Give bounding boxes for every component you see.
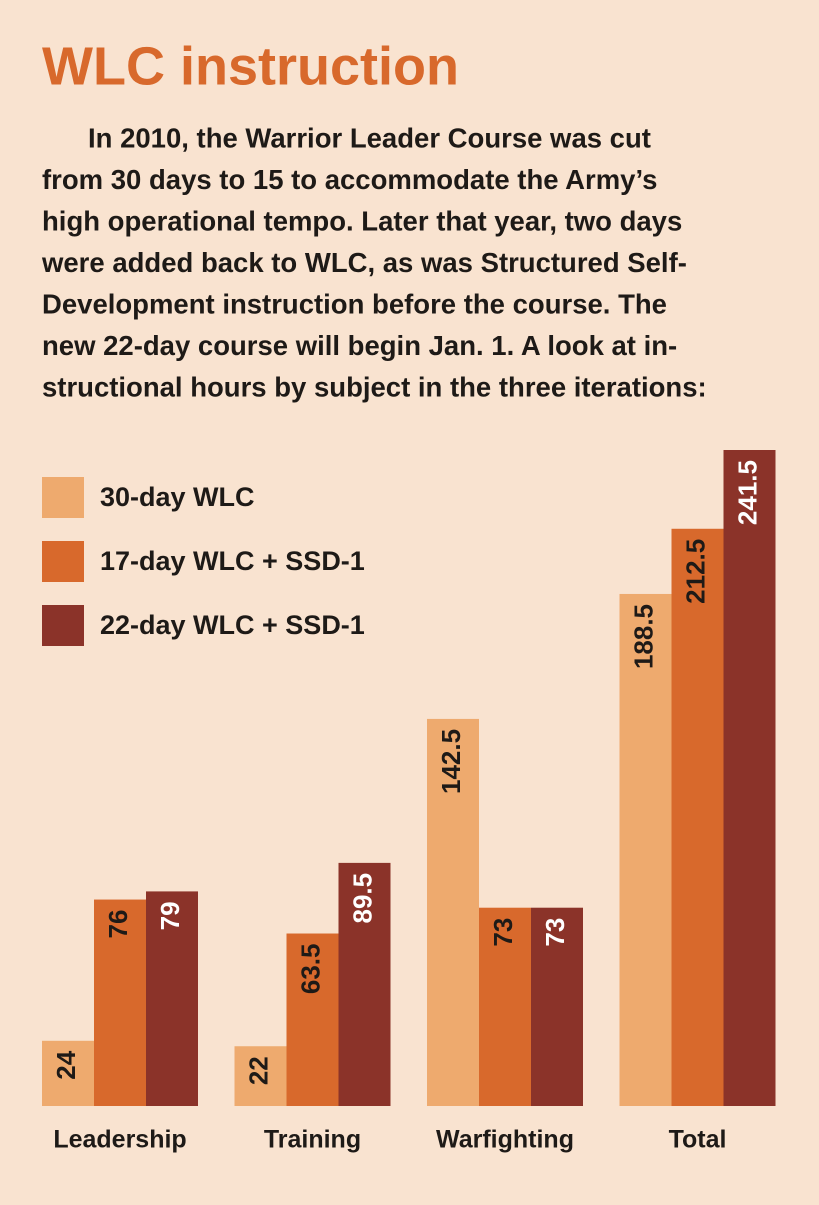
- bar: [531, 907, 583, 1106]
- value-label: 142.5: [436, 729, 466, 794]
- bar: [286, 933, 339, 1106]
- subtitle: In 2010, the Warrior Leader Course was c…: [41, 122, 707, 402]
- subtitle-line: new 22-day course will begin Jan. 1. A l…: [42, 330, 677, 361]
- legend-swatch: [42, 477, 84, 518]
- bar: [234, 1046, 287, 1106]
- legend-swatch: [42, 605, 84, 646]
- chart-title: WLC instruction: [42, 36, 459, 96]
- legend-swatch: [42, 541, 84, 582]
- plot-area: Leadership 24 76 79 Training 22 63.5 89.5 Warfig…: [42, 450, 776, 1154]
- x-tick-label: Warfighting: [436, 1126, 574, 1154]
- subtitle-line: were added back to WLC, as was Structure…: [41, 247, 687, 278]
- bar: [338, 862, 391, 1106]
- x-tick-label: Training: [264, 1126, 361, 1154]
- legend-label: 22-day WLC + SSD-1: [100, 610, 365, 640]
- value-label: 241.5: [732, 460, 762, 525]
- legend-label: 30-day WLC: [100, 482, 255, 512]
- value-label: 212.5: [680, 539, 710, 604]
- value-label: 24: [51, 1050, 81, 1079]
- subtitle-line: high operational tempo. Later that year,…: [42, 205, 682, 236]
- bar: [723, 450, 776, 1106]
- x-tick-label: Leadership: [53, 1126, 186, 1154]
- x-tick-label: Total: [669, 1126, 727, 1154]
- value-label: 63.5: [295, 944, 325, 995]
- value-label: 73: [540, 918, 570, 947]
- subtitle-line: structional hours by subject in the thre…: [42, 371, 707, 402]
- bar: [146, 891, 198, 1106]
- bar: [427, 718, 479, 1106]
- subtitle-line: In 2010, the Warrior Leader Course was c…: [88, 122, 651, 153]
- bar: [619, 593, 672, 1106]
- value-label: 22: [243, 1056, 273, 1085]
- bar: [42, 1040, 94, 1106]
- subtitle-line: from 30 days to 15 to accommodate the Ar…: [42, 164, 657, 195]
- bar: [671, 528, 724, 1106]
- value-label: 73: [488, 918, 518, 947]
- value-label: 79: [155, 901, 185, 930]
- subtitle-line: Development instruction before the cours…: [42, 288, 667, 319]
- value-label: 76: [103, 910, 133, 939]
- bar: [479, 907, 531, 1106]
- bar: [94, 899, 146, 1106]
- legend-label: 17-day WLC + SSD-1: [100, 546, 365, 576]
- value-label: 89.5: [347, 873, 377, 924]
- value-label: 188.5: [628, 604, 658, 669]
- legend: 30-day WLC 17-day WLC + SSD-1 22-day WLC +…: [42, 477, 365, 646]
